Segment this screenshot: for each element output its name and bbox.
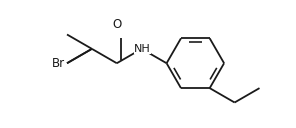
Text: O: O xyxy=(112,18,121,31)
Text: Br: Br xyxy=(52,57,65,70)
Text: NH: NH xyxy=(134,44,151,54)
